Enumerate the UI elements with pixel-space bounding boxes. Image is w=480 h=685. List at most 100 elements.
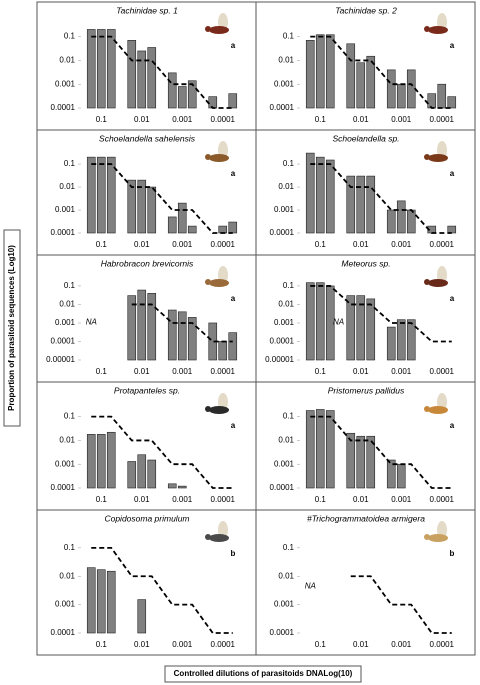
bar — [228, 332, 238, 361]
x-label-box — [164, 665, 362, 683]
bar — [386, 69, 396, 109]
bar — [177, 86, 187, 109]
x-tick-label: 0.001 — [391, 367, 412, 376]
specimen-label: b — [450, 549, 455, 558]
x-tick-label: 0.0001 — [430, 115, 455, 124]
specimen-label: b — [231, 549, 236, 558]
bar — [325, 410, 335, 489]
bar — [218, 225, 228, 234]
bar — [127, 461, 137, 489]
specimen-label: a — [450, 294, 455, 303]
bar — [356, 295, 366, 361]
x-tick-label: 0.1 — [96, 367, 108, 376]
bar — [147, 459, 157, 489]
insect-head — [205, 279, 211, 285]
expected-line — [131, 303, 233, 343]
insect-head — [424, 154, 430, 160]
x-tick-label: 0.1 — [96, 240, 108, 249]
y-tick-label: 0.001 — [55, 318, 76, 327]
y-tick-label: 0.001 — [55, 79, 76, 88]
x-tick-label: 0.0001 — [430, 495, 455, 504]
bar — [187, 317, 197, 361]
x-tick-label: 0.0001 — [211, 367, 236, 376]
insect-body — [428, 534, 448, 542]
x-tick-label: 0.001 — [172, 495, 193, 504]
x-tick-label: 0.01 — [134, 495, 150, 504]
y-tick-label: 0.1 — [64, 412, 76, 421]
y-tick-label: 0.1 — [64, 32, 76, 41]
bar — [315, 34, 325, 109]
y-tick-label: 0.1 — [64, 281, 76, 290]
y-tick-label: 0.01 — [278, 436, 294, 445]
x-tick-label: 0.0001 — [211, 240, 236, 249]
y-tick-label: 0.00001 — [46, 355, 75, 364]
bar — [106, 570, 116, 634]
bar — [86, 567, 96, 634]
bar — [325, 159, 335, 234]
bar — [356, 175, 366, 234]
bar — [167, 309, 177, 361]
bar — [305, 152, 315, 234]
x-tick-label: 0.001 — [172, 115, 193, 124]
y-tick-label: 0.1 — [283, 159, 295, 168]
expected-line — [91, 415, 233, 489]
bar — [427, 93, 437, 109]
y-tick-label: 0.1 — [283, 543, 295, 552]
x-tick-label: 0.01 — [353, 495, 369, 504]
bar — [106, 431, 116, 489]
x-tick-label: 0.01 — [134, 240, 150, 249]
insect-body — [428, 279, 448, 287]
y-label-box — [3, 229, 21, 427]
bar — [386, 459, 396, 489]
insect-head — [205, 534, 211, 540]
y-tick-label: 0.1 — [64, 159, 76, 168]
bar — [187, 225, 197, 234]
x-axis-label: Controlled dilutions of parasitoids DNAL… — [174, 669, 353, 678]
bar — [396, 463, 406, 489]
panel-title: #Trichogrammatoidea armigera — [307, 513, 425, 523]
insect-head — [424, 279, 430, 285]
y-tick-label: 0.01 — [278, 56, 294, 65]
bar — [106, 156, 116, 234]
specimen-label: a — [450, 169, 455, 178]
bar — [96, 434, 106, 489]
x-tick-label: 0.001 — [172, 240, 193, 249]
bar — [447, 225, 457, 234]
expected-line — [310, 415, 452, 489]
bar — [218, 341, 228, 361]
bar — [315, 409, 325, 489]
y-tick-label: 0.0001 — [51, 628, 76, 637]
bar — [437, 83, 447, 109]
bar — [177, 311, 187, 361]
expected-line — [310, 163, 452, 234]
panel-title: Tachinidae sp. 1 — [116, 5, 178, 15]
y-tick-label: 0.1 — [283, 32, 295, 41]
bar — [346, 432, 356, 489]
na-label: NA — [305, 582, 316, 591]
x-tick-label: 0.01 — [134, 115, 150, 124]
y-axis-label: Proportion of parasitoid sequences (Log1… — [7, 245, 16, 411]
x-tick-label: 0.01 — [353, 240, 369, 249]
y-tick-label: 0.001 — [55, 205, 76, 214]
specimen-label: a — [231, 169, 236, 178]
x-tick-label: 0.0001 — [430, 640, 455, 649]
specimen-label: a — [450, 41, 455, 50]
y-tick-label: 0.1 — [283, 412, 295, 421]
specimen-label: a — [450, 421, 455, 430]
na-label: NA — [333, 318, 344, 327]
bar — [386, 326, 396, 361]
x-tick-label: 0.0001 — [211, 640, 236, 649]
bar — [177, 485, 187, 489]
expected-line — [91, 35, 233, 109]
bar — [325, 34, 335, 109]
bar — [86, 29, 96, 109]
x-tick-label: 0.001 — [391, 115, 412, 124]
bar — [137, 599, 147, 634]
x-tick-label: 0.0001 — [430, 367, 455, 376]
y-tick-label: 0.00001 — [265, 355, 294, 364]
bar — [406, 319, 416, 361]
bar — [127, 295, 137, 361]
insect-head — [424, 406, 430, 412]
panel-title: Tachinidae sp. 2 — [335, 5, 397, 15]
expected-line — [310, 35, 452, 109]
